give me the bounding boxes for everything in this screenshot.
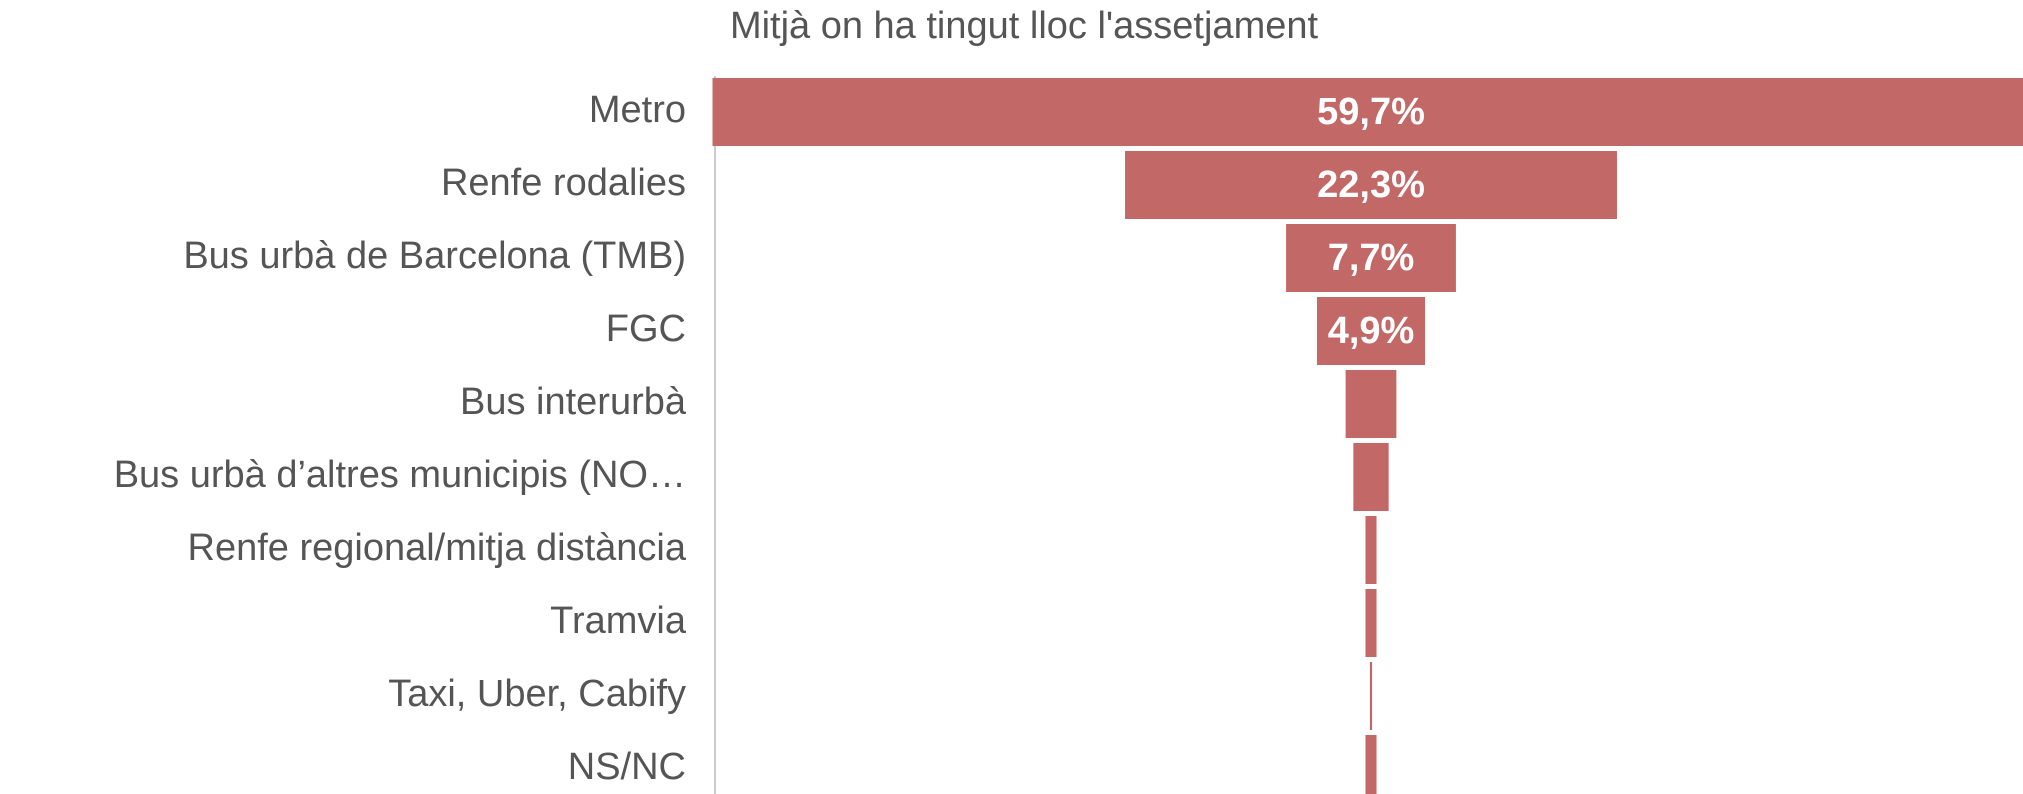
funnel-bar (1365, 589, 1377, 657)
category-label: NS/NC (568, 746, 686, 788)
category-label: Renfe rodalies (441, 162, 686, 204)
chart-title: Mitjà on ha tingut lloc l'assetjament (730, 5, 1319, 47)
funnel-bar (1365, 735, 1377, 794)
category-label: Renfe regional/mitja distància (188, 527, 687, 569)
funnel-bar (1316, 297, 1426, 365)
funnel-bar (1365, 516, 1377, 584)
category-label: Taxi, Uber, Cabify (388, 673, 686, 715)
value-label: 4,9% (1328, 310, 1415, 352)
value-label: 7,7% (1328, 237, 1415, 279)
value-label: 59,7% (1317, 91, 1425, 133)
category-label: Bus interurbà (460, 381, 687, 423)
funnel-bar (1353, 443, 1389, 511)
category-label: Bus urbà d’altres municipis (NO… (114, 454, 686, 496)
funnel-bar (1125, 151, 1617, 219)
funnel-bar (1345, 370, 1397, 438)
value-label: 22,3% (1317, 164, 1425, 206)
category-label: FGC (606, 308, 686, 350)
funnel-bar (1369, 662, 1373, 730)
category-label: Bus urbà de Barcelona (TMB) (183, 235, 686, 277)
funnel-bar (1286, 224, 1456, 292)
funnel-bar (712, 78, 2023, 146)
category-label: Tramvia (550, 600, 687, 642)
category-label: Metro (589, 89, 686, 131)
